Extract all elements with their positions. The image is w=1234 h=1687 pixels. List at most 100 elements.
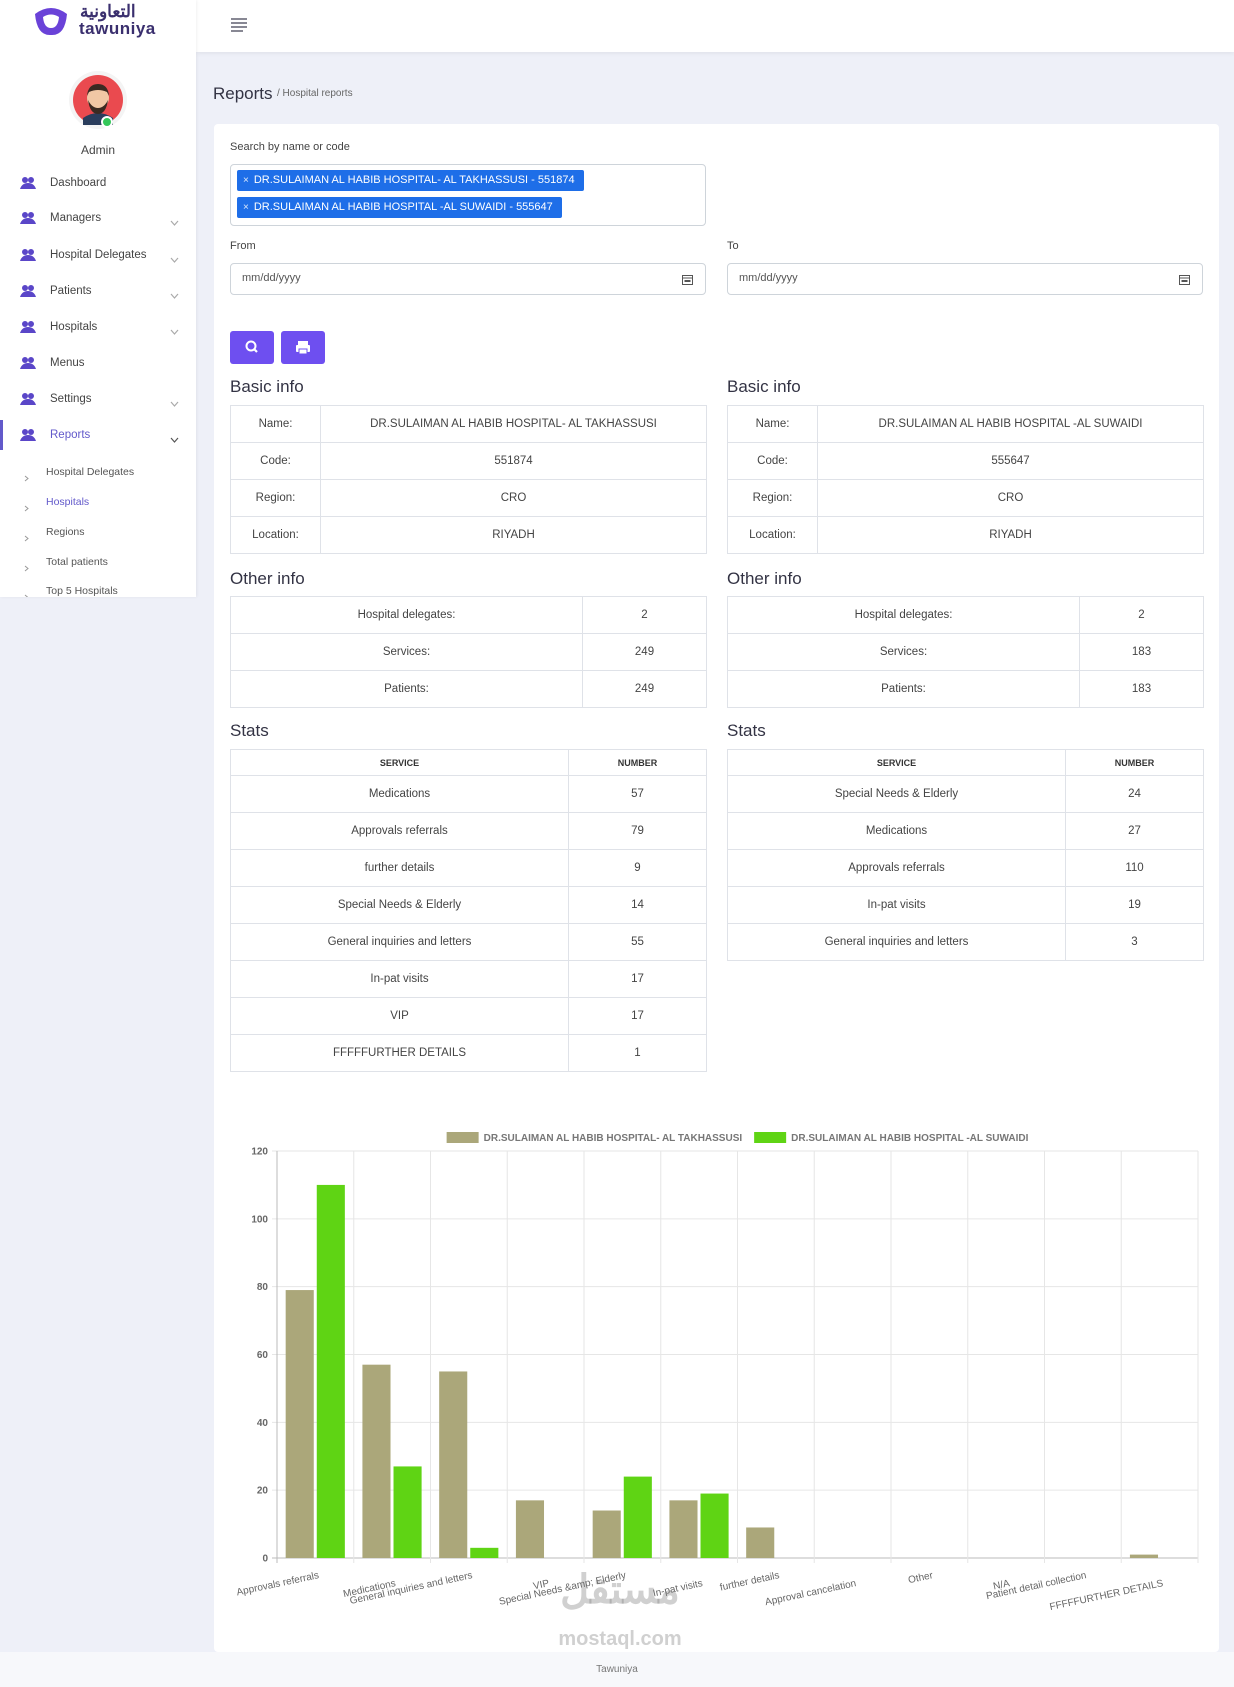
table-cell: Special Needs & Elderly bbox=[727, 775, 1066, 813]
table-cell: Name: bbox=[230, 405, 321, 443]
data-table: SERVICE NUMBER Special Needs & Elderly 24 Me… bbox=[727, 749, 1204, 961]
tag-remove[interactable]: × bbox=[243, 202, 249, 213]
selected-tag: × DR.SULAIMAN AL HABIB HOSPITAL- AL TAKHA… bbox=[237, 170, 584, 191]
menu-icon bbox=[19, 284, 37, 298]
submenu-item[interactable]: Top 5 Hospitals bbox=[46, 585, 118, 597]
search-label: Search by name or code bbox=[230, 141, 350, 153]
header-cell: SERVICE bbox=[230, 749, 569, 776]
submenu-item[interactable]: Hospital Delegates bbox=[46, 466, 135, 478]
table-cell: 110 bbox=[1065, 849, 1204, 887]
bar bbox=[393, 1466, 422, 1558]
search-select[interactable]: × DR.SULAIMAN AL HABIB HOSPITAL- AL TAKHA… bbox=[230, 164, 706, 226]
table-cell: 79 bbox=[568, 812, 707, 850]
menu-icon bbox=[19, 248, 37, 262]
chevron bbox=[170, 251, 179, 269]
to-date-input[interactable]: mm/dd/yyyy bbox=[727, 263, 1203, 295]
table-body: Name: DR.SULAIMAN AL HABIB HOSPITAL -AL S… bbox=[727, 405, 1204, 554]
search-button[interactable] bbox=[230, 331, 274, 364]
menu-item[interactable]: Managers bbox=[50, 212, 102, 224]
table-row: Name: DR.SULAIMAN AL HABIB HOSPITAL -AL S… bbox=[727, 405, 1204, 443]
x-tick-label: Other bbox=[907, 1570, 934, 1586]
table-body: SERVICE NUMBER Special Needs & Elderly 24 Me… bbox=[727, 749, 1204, 961]
menu-item[interactable]: Hospital Delegates bbox=[50, 249, 147, 261]
print-button[interactable] bbox=[281, 331, 325, 364]
table-cell: DR.SULAIMAN AL HABIB HOSPITAL -AL SUWAID… bbox=[817, 405, 1204, 443]
table-cell: 3 bbox=[1065, 923, 1204, 961]
table-row: Region: CRO bbox=[230, 479, 707, 517]
menu-item[interactable]: Menus bbox=[50, 357, 85, 369]
table-row: VIP 17 bbox=[230, 997, 707, 1035]
table-cell: Hospital delegates: bbox=[230, 596, 583, 634]
header-cell: NUMBER bbox=[568, 749, 707, 776]
submenu-item[interactable]: Total patients bbox=[46, 556, 108, 568]
table-cell: 14 bbox=[568, 886, 707, 924]
table-cell: Code: bbox=[727, 442, 818, 480]
table-row: Services: 249 bbox=[230, 633, 707, 671]
table-cell: General inquiries and letters bbox=[230, 923, 569, 961]
menu-item[interactable]: Reports bbox=[50, 429, 91, 441]
table-row: Hospital delegates: 2 bbox=[727, 596, 1204, 634]
y-tick-label: 0 bbox=[262, 1554, 268, 1565]
from-label: From bbox=[230, 240, 256, 252]
menu-toggle[interactable] bbox=[230, 17, 248, 33]
table-cell: Region: bbox=[230, 479, 321, 517]
menu-item[interactable]: Patients bbox=[50, 285, 92, 297]
table-cell: RIYADH bbox=[320, 516, 707, 554]
table-cell: Special Needs & Elderly bbox=[230, 886, 569, 924]
y-tick-label: 120 bbox=[251, 1147, 268, 1158]
menu-icon bbox=[19, 211, 37, 225]
submenu-item[interactable]: Regions bbox=[46, 526, 85, 538]
section-heading: Basic info bbox=[230, 377, 304, 396]
table-cell: Patients: bbox=[727, 670, 1080, 708]
table-row: Approvals referrals 110 bbox=[727, 849, 1204, 887]
table-cell: Name: bbox=[727, 405, 818, 443]
avatar[interactable] bbox=[68, 70, 130, 132]
menu-item[interactable]: Settings bbox=[50, 393, 92, 405]
bar bbox=[746, 1527, 775, 1558]
menu-icon bbox=[19, 392, 37, 406]
x-tick-label: VIP bbox=[532, 1578, 550, 1592]
table-cell: 2 bbox=[1079, 596, 1204, 634]
bullet bbox=[24, 469, 29, 487]
logo-icon bbox=[35, 8, 67, 36]
table-cell: 249 bbox=[582, 670, 707, 708]
submenu-item[interactable]: Hospitals bbox=[46, 496, 90, 508]
section-heading: Other info bbox=[727, 569, 802, 588]
table-cell: General inquiries and letters bbox=[727, 923, 1066, 961]
table-row: Special Needs & Elderly 14 bbox=[230, 886, 707, 924]
table-row: General inquiries and letters 3 bbox=[727, 923, 1204, 961]
header-cell: SERVICE bbox=[727, 749, 1066, 776]
table-cell: Approvals referrals bbox=[230, 812, 569, 850]
y-tick-label: 40 bbox=[257, 1418, 269, 1429]
from-date-input[interactable]: mm/dd/yyyy bbox=[230, 263, 706, 295]
table-row: General inquiries and letters 55 bbox=[230, 923, 707, 961]
table-cell: Region: bbox=[727, 479, 818, 517]
table-body: Name: DR.SULAIMAN AL HABIB HOSPITAL- AL T… bbox=[230, 405, 707, 554]
table-cell: CRO bbox=[817, 479, 1204, 517]
table-row: In-pat visits 19 bbox=[727, 886, 1204, 924]
bullet bbox=[24, 588, 29, 597]
legend-swatch bbox=[754, 1132, 787, 1143]
table-cell: 183 bbox=[1079, 670, 1204, 708]
menu-item[interactable]: Dashboard bbox=[50, 177, 107, 189]
y-tick-label: 80 bbox=[257, 1282, 269, 1293]
calendar-icon[interactable] bbox=[1179, 274, 1190, 285]
page-title: Reports bbox=[213, 84, 273, 103]
table-cell: CRO bbox=[320, 479, 707, 517]
menu-icon bbox=[19, 356, 37, 370]
watermark-latin: mostaql.com bbox=[558, 1628, 682, 1650]
table-cell: 19 bbox=[1065, 886, 1204, 924]
active-indicator bbox=[0, 420, 3, 450]
legend-swatch bbox=[446, 1132, 479, 1143]
table-body: Hospital delegates: 2 Services: 183 Patients… bbox=[727, 596, 1204, 708]
bar bbox=[1129, 1554, 1159, 1558]
tag-remove[interactable]: × bbox=[243, 175, 249, 186]
watermark-arabic: مستقل bbox=[560, 1568, 680, 1612]
menu-item[interactable]: Hospitals bbox=[50, 321, 98, 333]
table-cell: 27 bbox=[1065, 812, 1204, 850]
table-cell: 249 bbox=[582, 633, 707, 671]
bar bbox=[316, 1184, 345, 1558]
calendar-icon[interactable] bbox=[682, 274, 693, 285]
table-cell: In-pat visits bbox=[727, 886, 1066, 924]
